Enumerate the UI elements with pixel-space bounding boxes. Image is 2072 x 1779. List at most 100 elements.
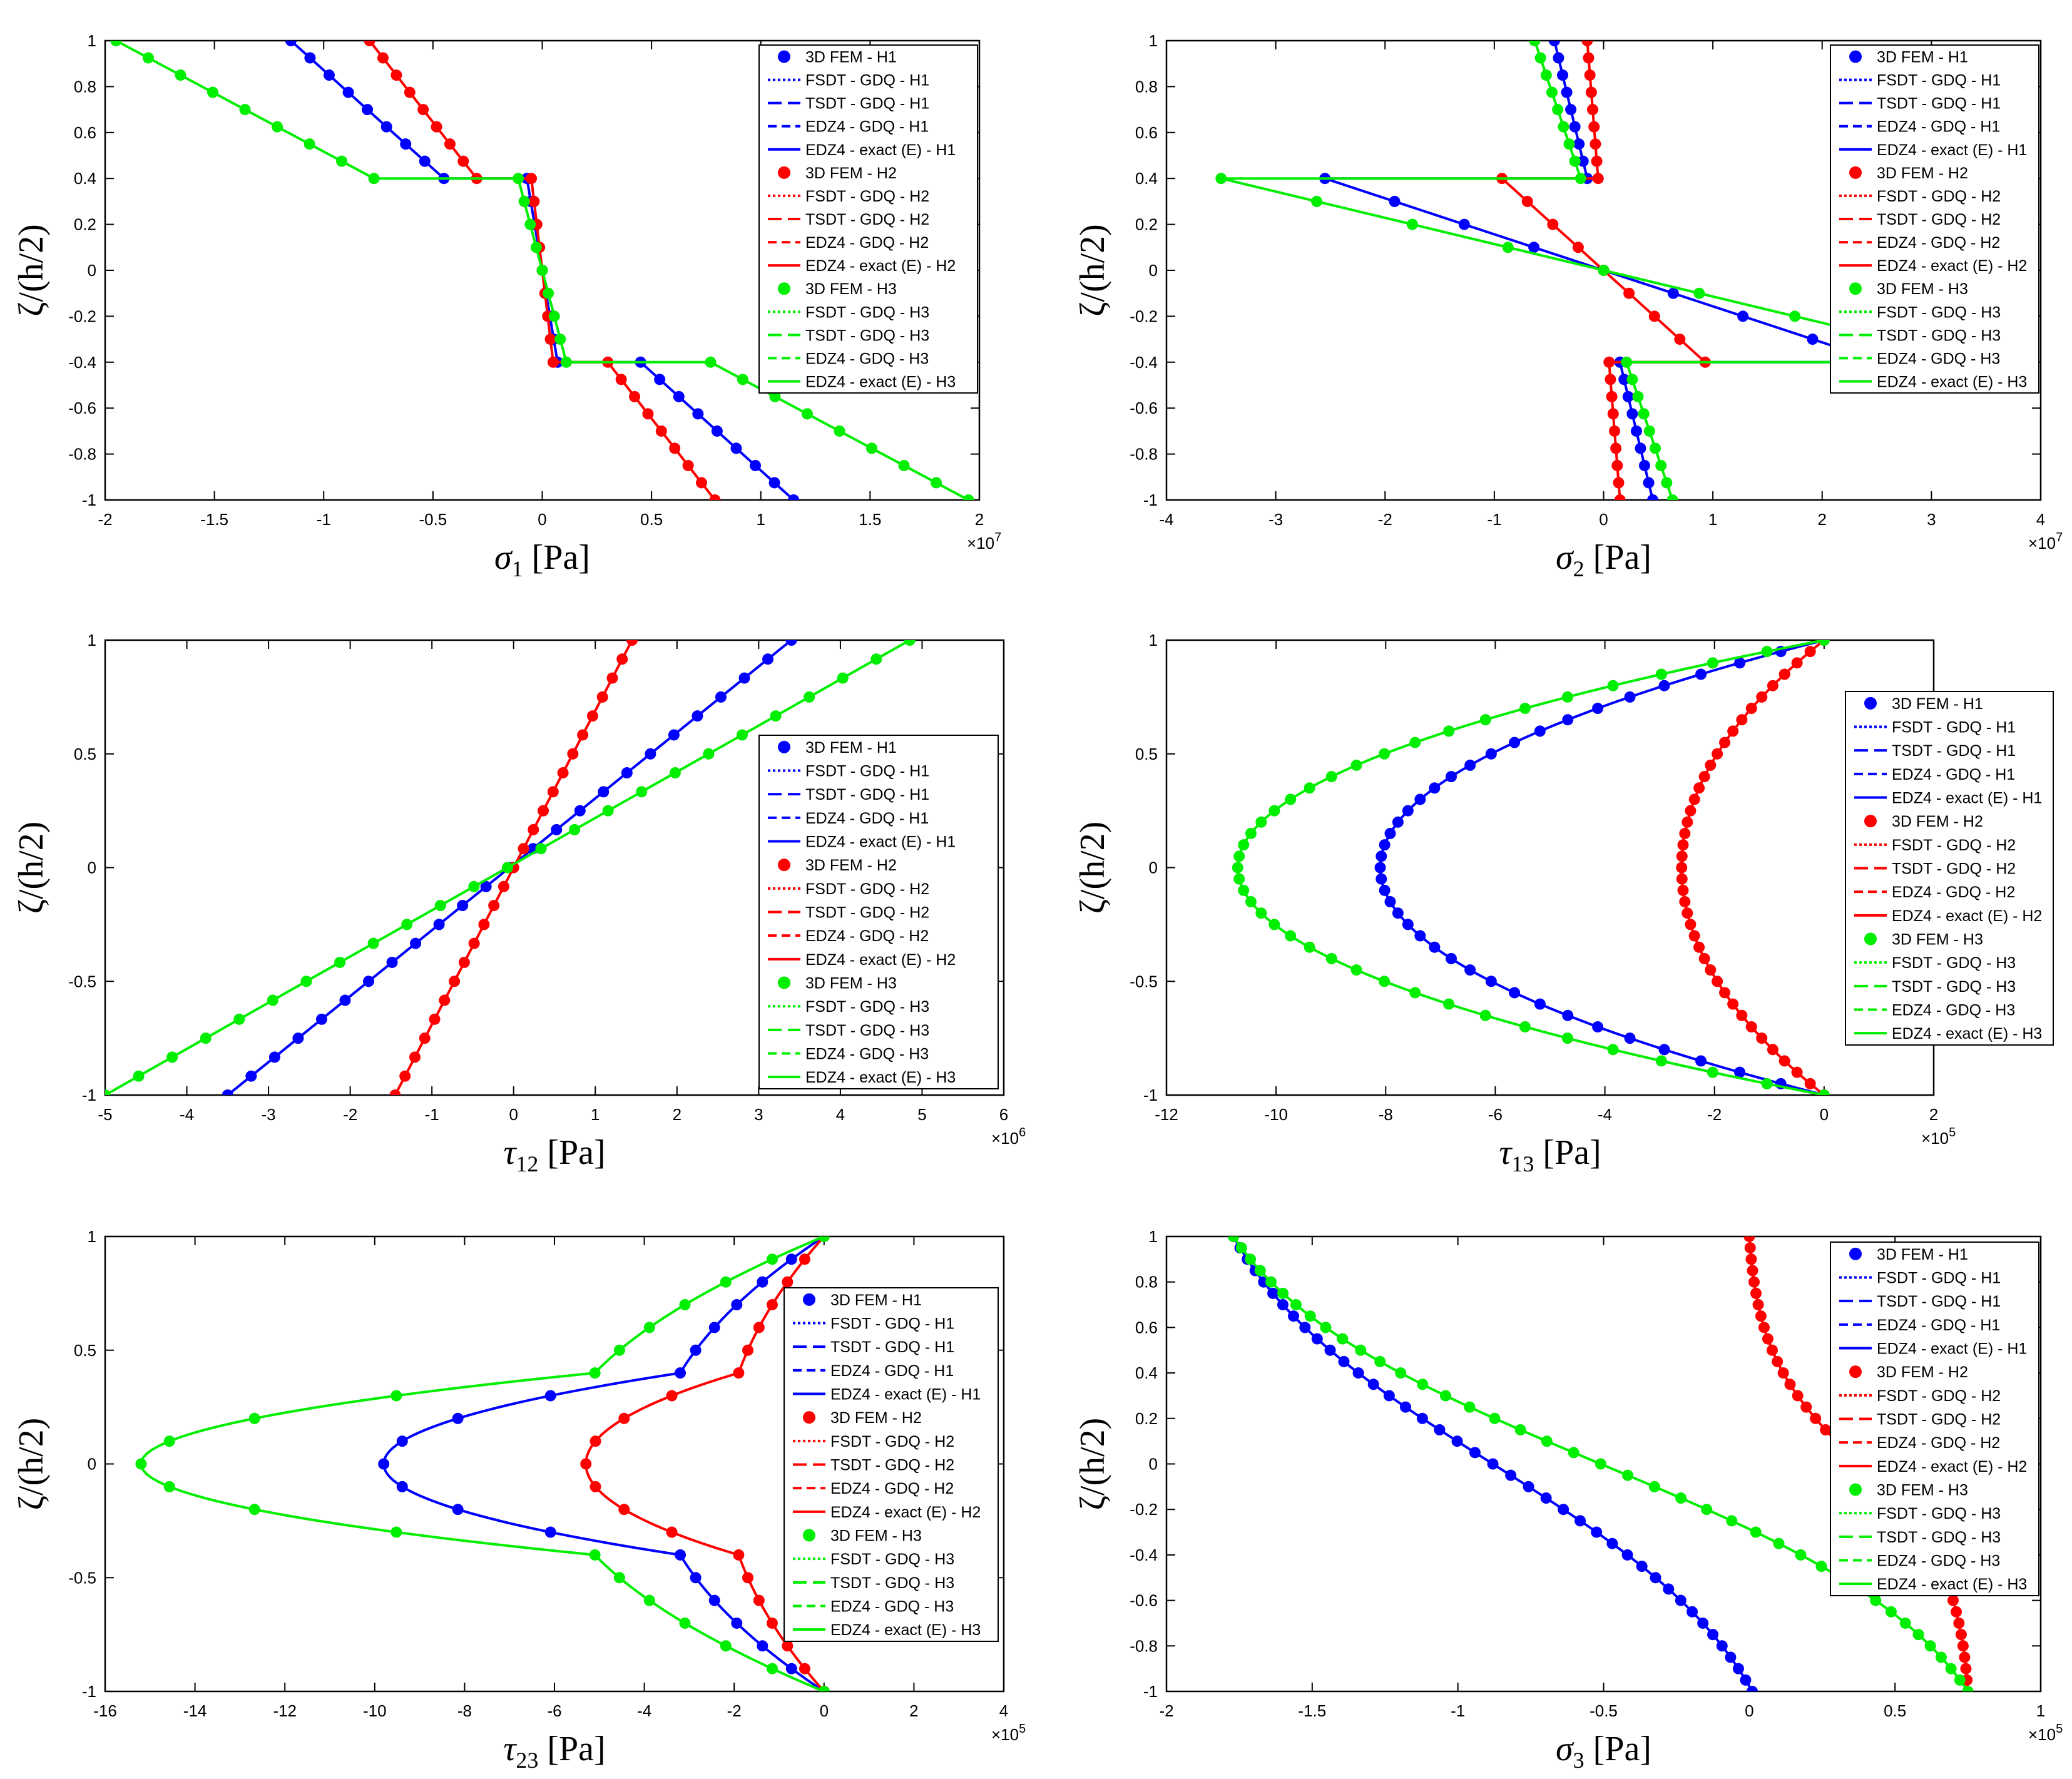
series-H3 bbox=[135, 1236, 830, 1691]
data-point bbox=[1650, 1572, 1661, 1584]
data-point bbox=[1392, 816, 1404, 828]
legend: 3D FEM - H1 FSDT - GDQ - H1 TSDT - GDQ - H… bbox=[758, 735, 999, 1089]
data-point bbox=[133, 1070, 145, 1082]
data-point bbox=[399, 1070, 411, 1082]
data-point bbox=[1285, 930, 1297, 942]
legend-label: EDZ4 - exact (E) - H1 bbox=[805, 141, 956, 159]
y-tick-label: 0.2 bbox=[74, 215, 96, 234]
x-tick-label: -8 bbox=[1379, 1105, 1393, 1124]
data-point bbox=[401, 919, 413, 930]
data-point bbox=[1677, 884, 1689, 896]
legend-label: 3D FEM - H1 bbox=[1892, 695, 1983, 713]
data-point bbox=[962, 494, 974, 500]
legend-marker bbox=[803, 1411, 815, 1424]
data-point bbox=[666, 1526, 678, 1538]
data-point bbox=[1676, 873, 1688, 885]
data-point bbox=[673, 390, 685, 402]
data-point bbox=[1558, 1504, 1569, 1516]
data-point bbox=[530, 242, 542, 253]
data-point bbox=[1953, 1617, 1965, 1629]
x-tick-label: -3 bbox=[262, 1105, 276, 1124]
data-point bbox=[1647, 494, 1659, 500]
data-point bbox=[304, 52, 316, 64]
data-point bbox=[1648, 1481, 1660, 1492]
x-exponent-label: ×105 bbox=[2028, 1722, 2063, 1744]
x-axis-label: σ3 [Pa] bbox=[1556, 1730, 1651, 1773]
data-point bbox=[705, 356, 717, 368]
x-tick-label: 1 bbox=[2036, 1701, 2045, 1720]
x-axis-label: σ2 [Pa] bbox=[1556, 538, 1651, 581]
legend-label: FSDT - GDQ - H3 bbox=[1877, 303, 2001, 321]
x-tick-label: 1 bbox=[591, 1105, 600, 1124]
data-point bbox=[1464, 964, 1476, 976]
data-point bbox=[336, 155, 348, 167]
data-point bbox=[1581, 41, 1593, 46]
data-point bbox=[679, 1299, 691, 1311]
data-point bbox=[1697, 1617, 1709, 1629]
data-point bbox=[1429, 782, 1441, 794]
data-point bbox=[1784, 1379, 1796, 1390]
legend-label: TSDT - GDQ - H1 bbox=[1892, 742, 2016, 760]
data-point bbox=[544, 334, 556, 345]
data-point bbox=[1767, 680, 1779, 691]
y-tick-label: -0.5 bbox=[68, 1568, 96, 1587]
x-tick-label: -4 bbox=[637, 1701, 651, 1720]
legend-marker bbox=[1864, 815, 1877, 828]
x-tick-label: -2 bbox=[343, 1105, 357, 1124]
y-tick-label: 1 bbox=[88, 631, 96, 650]
data-point bbox=[1792, 1390, 1804, 1402]
legend-label: EDZ4 - exact (E) - H2 bbox=[1877, 1458, 2027, 1476]
data-point bbox=[757, 1276, 768, 1288]
data-point bbox=[1752, 1299, 1764, 1311]
data-point bbox=[1485, 748, 1497, 760]
data-point bbox=[110, 41, 122, 46]
data-point bbox=[1215, 173, 1227, 185]
x-tick-label: -1 bbox=[1451, 1701, 1465, 1720]
data-point bbox=[1265, 1276, 1277, 1288]
legend-label: EDZ4 - exact (E) - H1 bbox=[1877, 141, 2027, 159]
data-point bbox=[1417, 1379, 1429, 1390]
data-point bbox=[1685, 805, 1697, 817]
data-point bbox=[364, 41, 375, 46]
data-point bbox=[1682, 816, 1693, 828]
data-point bbox=[1540, 69, 1552, 81]
data-point bbox=[1509, 987, 1521, 999]
data-point bbox=[682, 459, 694, 471]
data-point bbox=[799, 1253, 810, 1265]
legend-label: EDZ4 - exact (E) - H1 bbox=[1892, 790, 2042, 807]
data-point bbox=[1384, 896, 1396, 908]
data-point bbox=[1870, 1594, 1882, 1606]
data-point bbox=[733, 1549, 745, 1561]
data-point bbox=[762, 653, 774, 665]
legend-label: FSDT - GDQ - H2 bbox=[805, 880, 929, 898]
legend-marker bbox=[1849, 282, 1862, 295]
legend-label: EDZ4 - exact (E) - H3 bbox=[830, 1621, 981, 1639]
data-point bbox=[1561, 1032, 1573, 1044]
data-point bbox=[1658, 1044, 1670, 1056]
data-point bbox=[142, 52, 154, 64]
data-point bbox=[419, 1032, 431, 1044]
legend-label: EDZ4 - GDQ - H3 bbox=[1892, 1002, 2015, 1019]
legend-label: FSDT - GDQ - H2 bbox=[830, 1433, 954, 1450]
x-tick-label: 0 bbox=[538, 510, 546, 529]
legend-label: 3D FEM - H1 bbox=[805, 49, 897, 66]
data-point bbox=[1505, 1469, 1517, 1481]
data-point bbox=[248, 1412, 260, 1424]
legend-marker bbox=[778, 282, 790, 295]
x-tick-label: -12 bbox=[1155, 1105, 1178, 1124]
data-point bbox=[708, 1594, 720, 1606]
x-tick-label: -12 bbox=[273, 1701, 297, 1720]
data-point bbox=[1509, 737, 1521, 748]
data-point bbox=[1414, 930, 1426, 942]
legend-label: FSDT - GDQ - H1 bbox=[805, 763, 929, 780]
data-point bbox=[1546, 86, 1558, 98]
y-axis-label: ζ/(h/2) bbox=[12, 224, 51, 317]
x-exponent-label: ×105 bbox=[1921, 1126, 1956, 1148]
data-point bbox=[163, 1435, 175, 1447]
legend-label: TSDT - GDQ - H2 bbox=[1877, 211, 2001, 228]
data-point bbox=[738, 672, 750, 684]
data-point bbox=[1574, 173, 1586, 185]
data-point bbox=[643, 1594, 655, 1606]
data-point bbox=[1899, 1617, 1911, 1629]
